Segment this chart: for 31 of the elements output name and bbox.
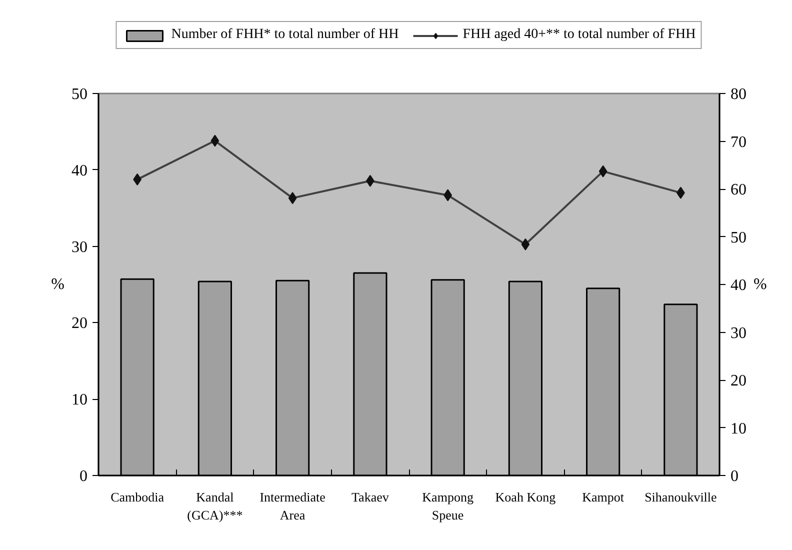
- y2-tick-label: 30: [730, 324, 746, 342]
- x-tick-label: Koah Kong: [495, 490, 556, 504]
- x-tick-label: Intermediate Area: [260, 490, 326, 522]
- y2-tick-label: 70: [730, 134, 746, 151]
- y-tick-label: 30: [72, 238, 88, 256]
- y2-tick-label: 50: [730, 229, 746, 246]
- y2-axis-title: %: [754, 276, 767, 293]
- legend-label: Number of FHH* to total number of HH: [171, 27, 399, 43]
- y-tick-label: 20: [72, 315, 88, 332]
- point: [288, 192, 297, 204]
- y-tick-label: 0: [80, 468, 88, 485]
- x-tick-label: Takaev: [352, 490, 390, 504]
- x-tick-label: Kandal (GCA)***: [187, 490, 243, 522]
- point: [598, 165, 608, 178]
- y2-tick-label: 60: [730, 182, 746, 198]
- point: [210, 134, 220, 147]
- y2-tick-label: 80: [730, 86, 746, 103]
- y2-tick-label: 0: [730, 468, 738, 485]
- x-tick-label: Kampong Speue: [422, 490, 474, 522]
- x-tick-label: Cambodia: [110, 490, 164, 504]
- y-tick-label: 40: [72, 162, 88, 180]
- x-tick-label: Sihanoukville: [644, 490, 718, 504]
- y2-tick-label: 20: [730, 372, 746, 390]
- y2-tick-label: 40: [730, 277, 746, 294]
- legend-label: FHH aged 40+** to total number of FHH: [462, 27, 696, 43]
- y-tick-label: 50: [72, 86, 88, 103]
- x-tick-label: Kampot: [582, 490, 624, 504]
- y2-tick-label: 10: [730, 420, 746, 438]
- point: [521, 238, 530, 250]
- y-axis-title: %: [51, 276, 64, 293]
- y-tick-label: 10: [72, 392, 88, 409]
